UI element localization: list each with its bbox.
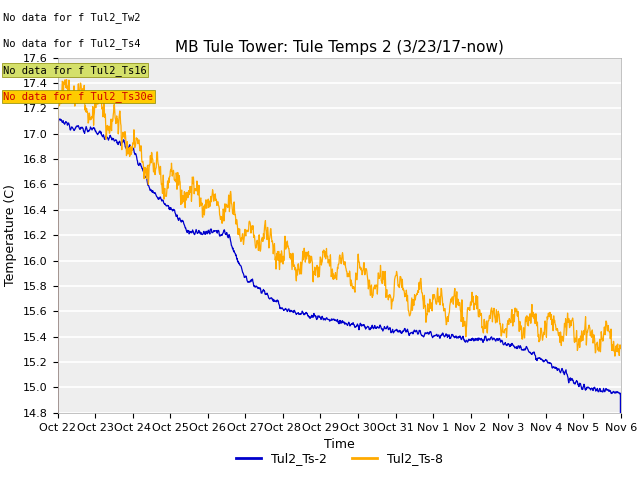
Line: Tul2_Ts-2: Tul2_Ts-2 [58,119,621,480]
Text: No data for f Tul2_Ts16: No data for f Tul2_Ts16 [3,65,147,76]
Tul2_Ts-2 [166,205,173,211]
Text: No data for f Tul2_Ts4: No data for f Tul2_Ts4 [3,38,141,49]
Y-axis label: Temperature (C): Temperature (C) [4,184,17,286]
Tul2_Ts-2 [427,329,435,335]
Text: No data for f Tul2_Ts30e: No data for f Tul2_Ts30e [3,91,153,102]
X-axis label: Time: Time [324,438,355,451]
Tul2_Ts-2 [243,274,250,280]
Tul2_Ts-8 [179,194,187,200]
Tul2_Ts-2 [550,365,558,371]
Tul2_Ts-8 [243,229,250,235]
Tul2_Ts-8 [427,300,435,306]
Tul2_Ts-8 [550,319,558,325]
Tul2_Ts-8 [63,77,70,83]
Tul2_Ts-8 [617,345,625,351]
Text: No data for f Tul2_Tw2: No data for f Tul2_Tw2 [3,12,141,23]
Tul2_Ts-8 [500,327,508,333]
Tul2_Ts-2 [56,116,64,121]
Line: Tul2_Ts-8: Tul2_Ts-8 [58,80,621,480]
Tul2_Ts-2 [179,218,187,224]
Title: MB Tule Tower: Tule Temps 2 (3/23/17-now): MB Tule Tower: Tule Temps 2 (3/23/17-now… [175,40,504,55]
Tul2_Ts-2 [500,341,508,347]
Legend: Tul2_Ts-2, Tul2_Ts-8: Tul2_Ts-2, Tul2_Ts-8 [231,447,447,470]
Tul2_Ts-8 [166,174,173,180]
